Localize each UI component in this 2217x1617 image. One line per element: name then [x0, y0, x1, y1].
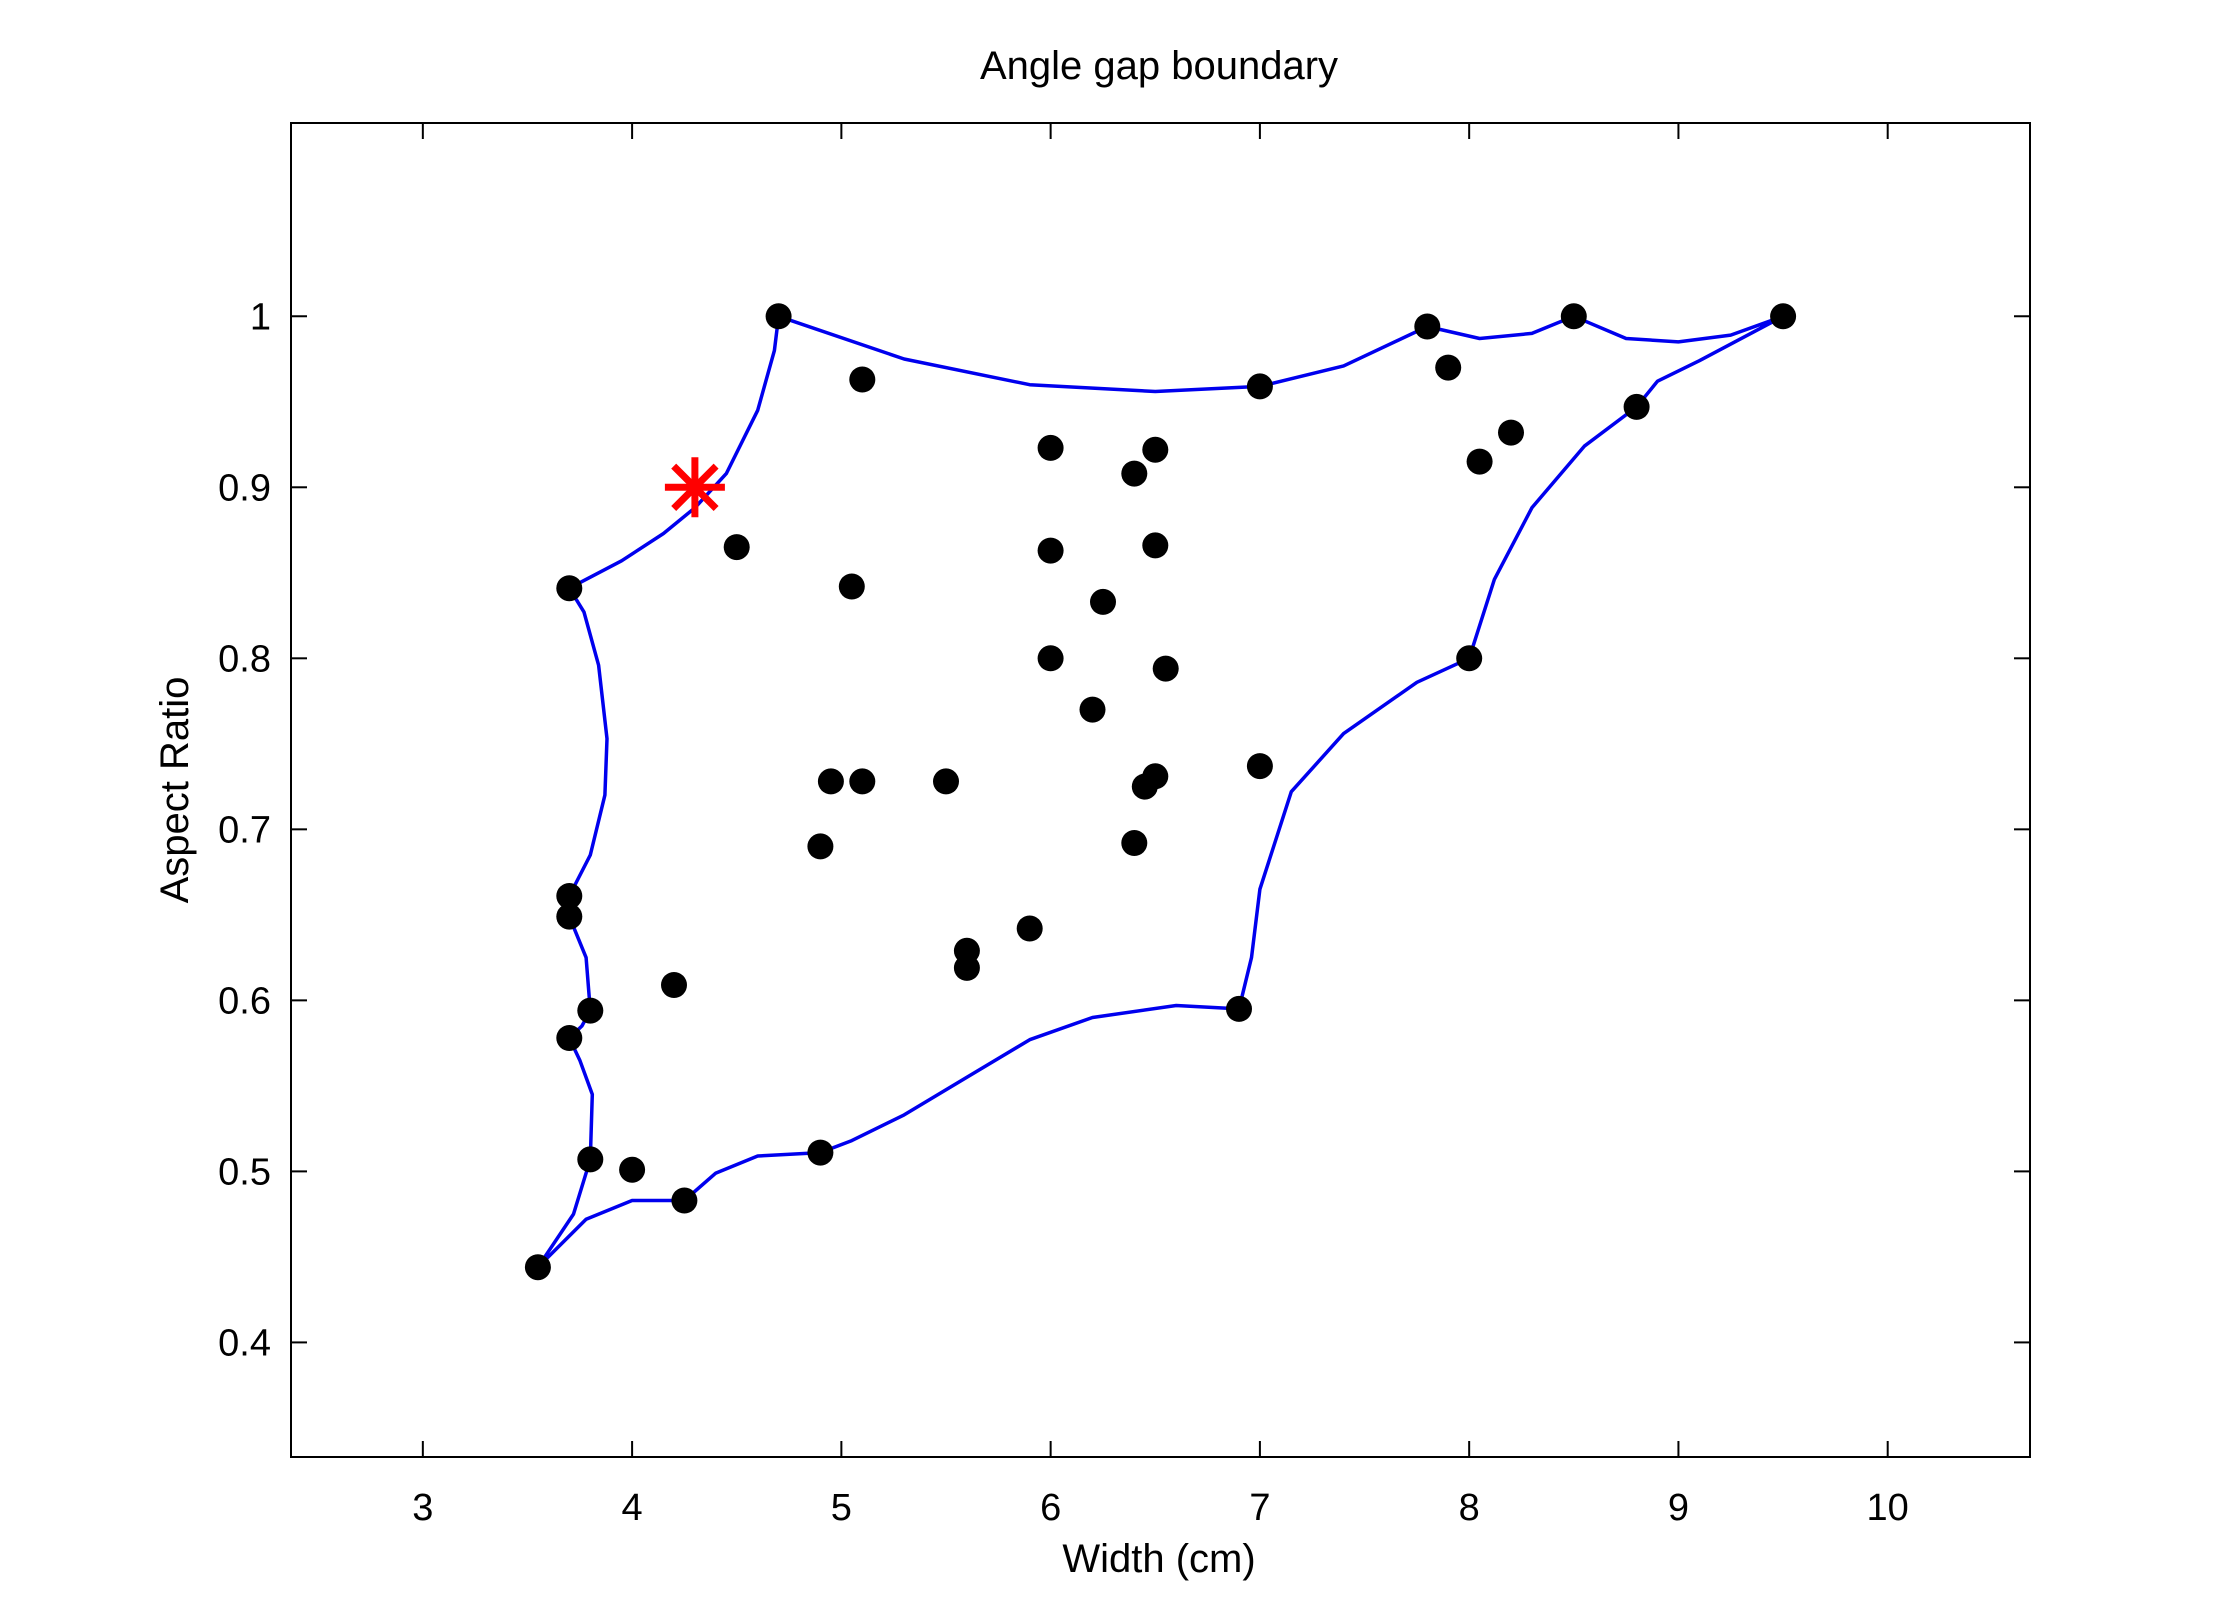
data-point: [1466, 448, 1493, 475]
data-point: [1560, 303, 1587, 330]
y-tick-label: 1: [250, 296, 271, 338]
data-point: [1498, 419, 1524, 446]
data-point: [1121, 830, 1148, 856]
data-point: [1131, 773, 1158, 800]
asterisk-marker: [664, 457, 725, 518]
data-point: [524, 1254, 551, 1281]
data-point: [556, 903, 583, 930]
data-point: [723, 534, 750, 561]
data-point: [1246, 373, 1273, 400]
y-axis: 0.4 0.5 0.6 0.7 0.8 0.9 1: [218, 296, 2030, 1364]
x-tick-label: 4: [622, 1487, 643, 1529]
x-tick-label: 3: [412, 1487, 433, 1529]
x-axis-label: Width (cm): [1062, 1537, 1255, 1581]
y-tick-label: 0.7: [218, 809, 271, 851]
data-point: [807, 1139, 834, 1166]
y-tick-label: 0.9: [218, 467, 271, 509]
data-point: [765, 303, 792, 330]
data-point: [817, 768, 844, 795]
x-axis: 3 4 5 6 7 8 9 10: [412, 123, 1909, 1529]
data-point: [1456, 645, 1483, 672]
data-point: [1226, 995, 1252, 1022]
boundary-line: [536, 314, 1785, 1269]
asterisk-stroke: [671, 463, 719, 511]
y-tick-label: 0.6: [218, 980, 271, 1022]
x-tick-label: 8: [1459, 1487, 1480, 1529]
data-point: [838, 573, 865, 600]
x-tick-label: 7: [1249, 1487, 1270, 1529]
x-tick-label: 6: [1040, 1487, 1061, 1529]
data-point: [1142, 436, 1169, 463]
data-point: [1037, 537, 1064, 564]
data-point: [1079, 696, 1106, 723]
x-tick-label: 5: [831, 1487, 852, 1529]
data-point: [1435, 354, 1462, 381]
data-point: [556, 1025, 583, 1051]
chart-title: Angle gap boundary: [980, 44, 1338, 88]
data-point: [933, 768, 959, 795]
data-point: [1142, 532, 1169, 559]
data-point: [577, 997, 604, 1024]
data-point: [1246, 753, 1273, 780]
data-point: [849, 768, 876, 795]
y-tick-label: 0.8: [218, 638, 271, 680]
data-point: [671, 1187, 698, 1214]
data-point: [556, 883, 583, 909]
data-point: [807, 833, 834, 860]
x-tick-label: 10: [1867, 1487, 1909, 1529]
data-point: [619, 1156, 646, 1183]
data-point: [1623, 393, 1650, 420]
data-point: [849, 366, 876, 393]
data-point: [1414, 313, 1441, 340]
y-tick-label: 0.4: [218, 1322, 271, 1364]
data-point: [953, 954, 980, 981]
data-point: [577, 1146, 604, 1173]
data-point: [1121, 460, 1148, 487]
data-point: [661, 972, 687, 998]
x-tick-label: 9: [1668, 1487, 1689, 1529]
data-point: [1037, 645, 1064, 672]
data-point: [1016, 915, 1043, 942]
plot-area: [524, 303, 1797, 1281]
data-point: [556, 575, 583, 602]
data-point: [1152, 655, 1179, 682]
data-point: [1037, 434, 1064, 461]
data-point: [1090, 588, 1116, 615]
data-point: [1770, 303, 1797, 330]
y-tick-label: 0.5: [218, 1151, 271, 1193]
y-axis-label: Aspect Ratio: [153, 677, 197, 904]
plot-frame: [290, 122, 2031, 1458]
